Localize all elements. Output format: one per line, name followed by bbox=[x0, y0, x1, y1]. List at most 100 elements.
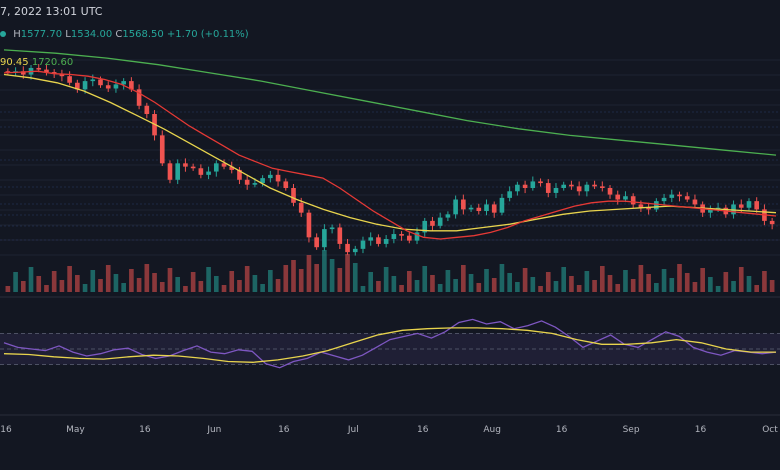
candle-body bbox=[545, 183, 551, 193]
candle-body bbox=[136, 89, 142, 106]
candle-body bbox=[499, 197, 505, 213]
volume-bar bbox=[213, 276, 219, 292]
volume-bar bbox=[368, 272, 374, 292]
candle-body bbox=[121, 81, 126, 85]
volume-bar bbox=[28, 267, 34, 292]
volume-bar bbox=[244, 266, 250, 292]
x-tick-label: 16 bbox=[555, 425, 568, 435]
candle-body bbox=[190, 166, 196, 169]
volume-bar bbox=[237, 280, 242, 292]
candle-body bbox=[268, 174, 273, 179]
volume-bar bbox=[275, 279, 281, 292]
candle-body bbox=[383, 238, 389, 244]
candle-body bbox=[530, 181, 536, 188]
candle-body bbox=[229, 166, 235, 170]
volume-bar bbox=[545, 272, 551, 292]
candle-body bbox=[615, 194, 621, 200]
volume-bar bbox=[584, 271, 590, 292]
volume-bar bbox=[406, 271, 412, 292]
volume-bar bbox=[522, 268, 528, 292]
candle-body bbox=[630, 196, 636, 205]
rsi-ma-line bbox=[3, 327, 776, 363]
candle-body bbox=[144, 105, 150, 114]
x-tick-label: 16 bbox=[139, 425, 151, 435]
volume-bar bbox=[638, 265, 644, 292]
ma-legend: 90.45 1720.60 bbox=[0, 57, 73, 68]
candle-body bbox=[453, 199, 458, 215]
candle-body bbox=[738, 204, 744, 208]
candle-body bbox=[183, 163, 188, 167]
volume-bar bbox=[491, 278, 497, 292]
x-tick-label: Aug bbox=[483, 425, 501, 435]
volume-bar bbox=[731, 281, 736, 292]
volume-bar bbox=[553, 281, 559, 292]
volume-bar bbox=[322, 250, 327, 292]
volume-bar bbox=[314, 264, 319, 292]
candle-body bbox=[677, 194, 682, 197]
candle-body bbox=[399, 234, 404, 236]
volume-bar bbox=[762, 271, 767, 292]
volume-bar bbox=[708, 277, 713, 292]
volume-bar bbox=[345, 254, 350, 292]
candle-body bbox=[599, 186, 605, 188]
volume-bar bbox=[337, 268, 343, 292]
volume-bar bbox=[607, 275, 613, 292]
volume-bar bbox=[221, 285, 227, 292]
volume-bar bbox=[561, 267, 567, 292]
volume-bar bbox=[569, 276, 574, 292]
candle-body bbox=[731, 204, 736, 215]
candle-body bbox=[105, 85, 111, 89]
candle-body bbox=[430, 220, 435, 226]
x-tick-label: 16 bbox=[416, 425, 429, 435]
ma50-line bbox=[3, 73, 777, 232]
candle-body bbox=[468, 207, 474, 210]
candle-body bbox=[67, 76, 72, 83]
ohlc-legend: H1577.70 L1534.00 C1568.50 +1.70 (+0.11%… bbox=[0, 29, 249, 40]
x-tick-label: May bbox=[66, 425, 85, 435]
candle-body bbox=[306, 212, 312, 238]
x-tick-label: 16 bbox=[694, 425, 707, 435]
candle-body bbox=[684, 196, 690, 200]
volume-bar bbox=[746, 276, 752, 292]
candle-body bbox=[584, 184, 590, 192]
volume-bar bbox=[360, 286, 366, 292]
volume-bar bbox=[468, 274, 474, 292]
volume-bar bbox=[229, 271, 235, 292]
x-tick-label: Sep bbox=[622, 425, 640, 435]
volume-bar bbox=[507, 273, 512, 292]
volume-bar bbox=[715, 286, 721, 292]
volume-bar bbox=[530, 277, 536, 292]
volume-bar bbox=[430, 275, 435, 292]
volume-bar bbox=[654, 283, 659, 292]
volume-bar bbox=[98, 279, 103, 292]
x-tick-label: 16 bbox=[278, 425, 290, 435]
volume-bar bbox=[352, 263, 358, 292]
candle-body bbox=[561, 184, 567, 188]
volume-bar bbox=[422, 266, 428, 292]
volume-bar bbox=[538, 286, 543, 292]
candle-body bbox=[654, 201, 659, 210]
candle-body bbox=[260, 178, 265, 184]
volume-bar bbox=[453, 279, 458, 292]
candle-body bbox=[754, 201, 760, 210]
candle-body bbox=[445, 214, 451, 218]
candle-body bbox=[507, 191, 512, 198]
candle-body bbox=[291, 188, 296, 203]
candle-body bbox=[198, 168, 204, 175]
candle-body bbox=[476, 207, 482, 212]
volume-bar bbox=[677, 264, 682, 292]
x-tick-label: Jun bbox=[207, 425, 222, 435]
volume-bar bbox=[630, 279, 636, 292]
candle-body bbox=[669, 194, 675, 198]
volume-bar bbox=[152, 273, 157, 292]
volume-bar bbox=[329, 259, 335, 292]
volume-bar bbox=[121, 283, 126, 292]
candle-body bbox=[769, 220, 775, 225]
candle-body bbox=[592, 184, 597, 187]
candle-body bbox=[368, 237, 374, 241]
candle-body bbox=[20, 71, 26, 75]
candle-body bbox=[44, 69, 49, 73]
volume-bar bbox=[383, 267, 389, 292]
